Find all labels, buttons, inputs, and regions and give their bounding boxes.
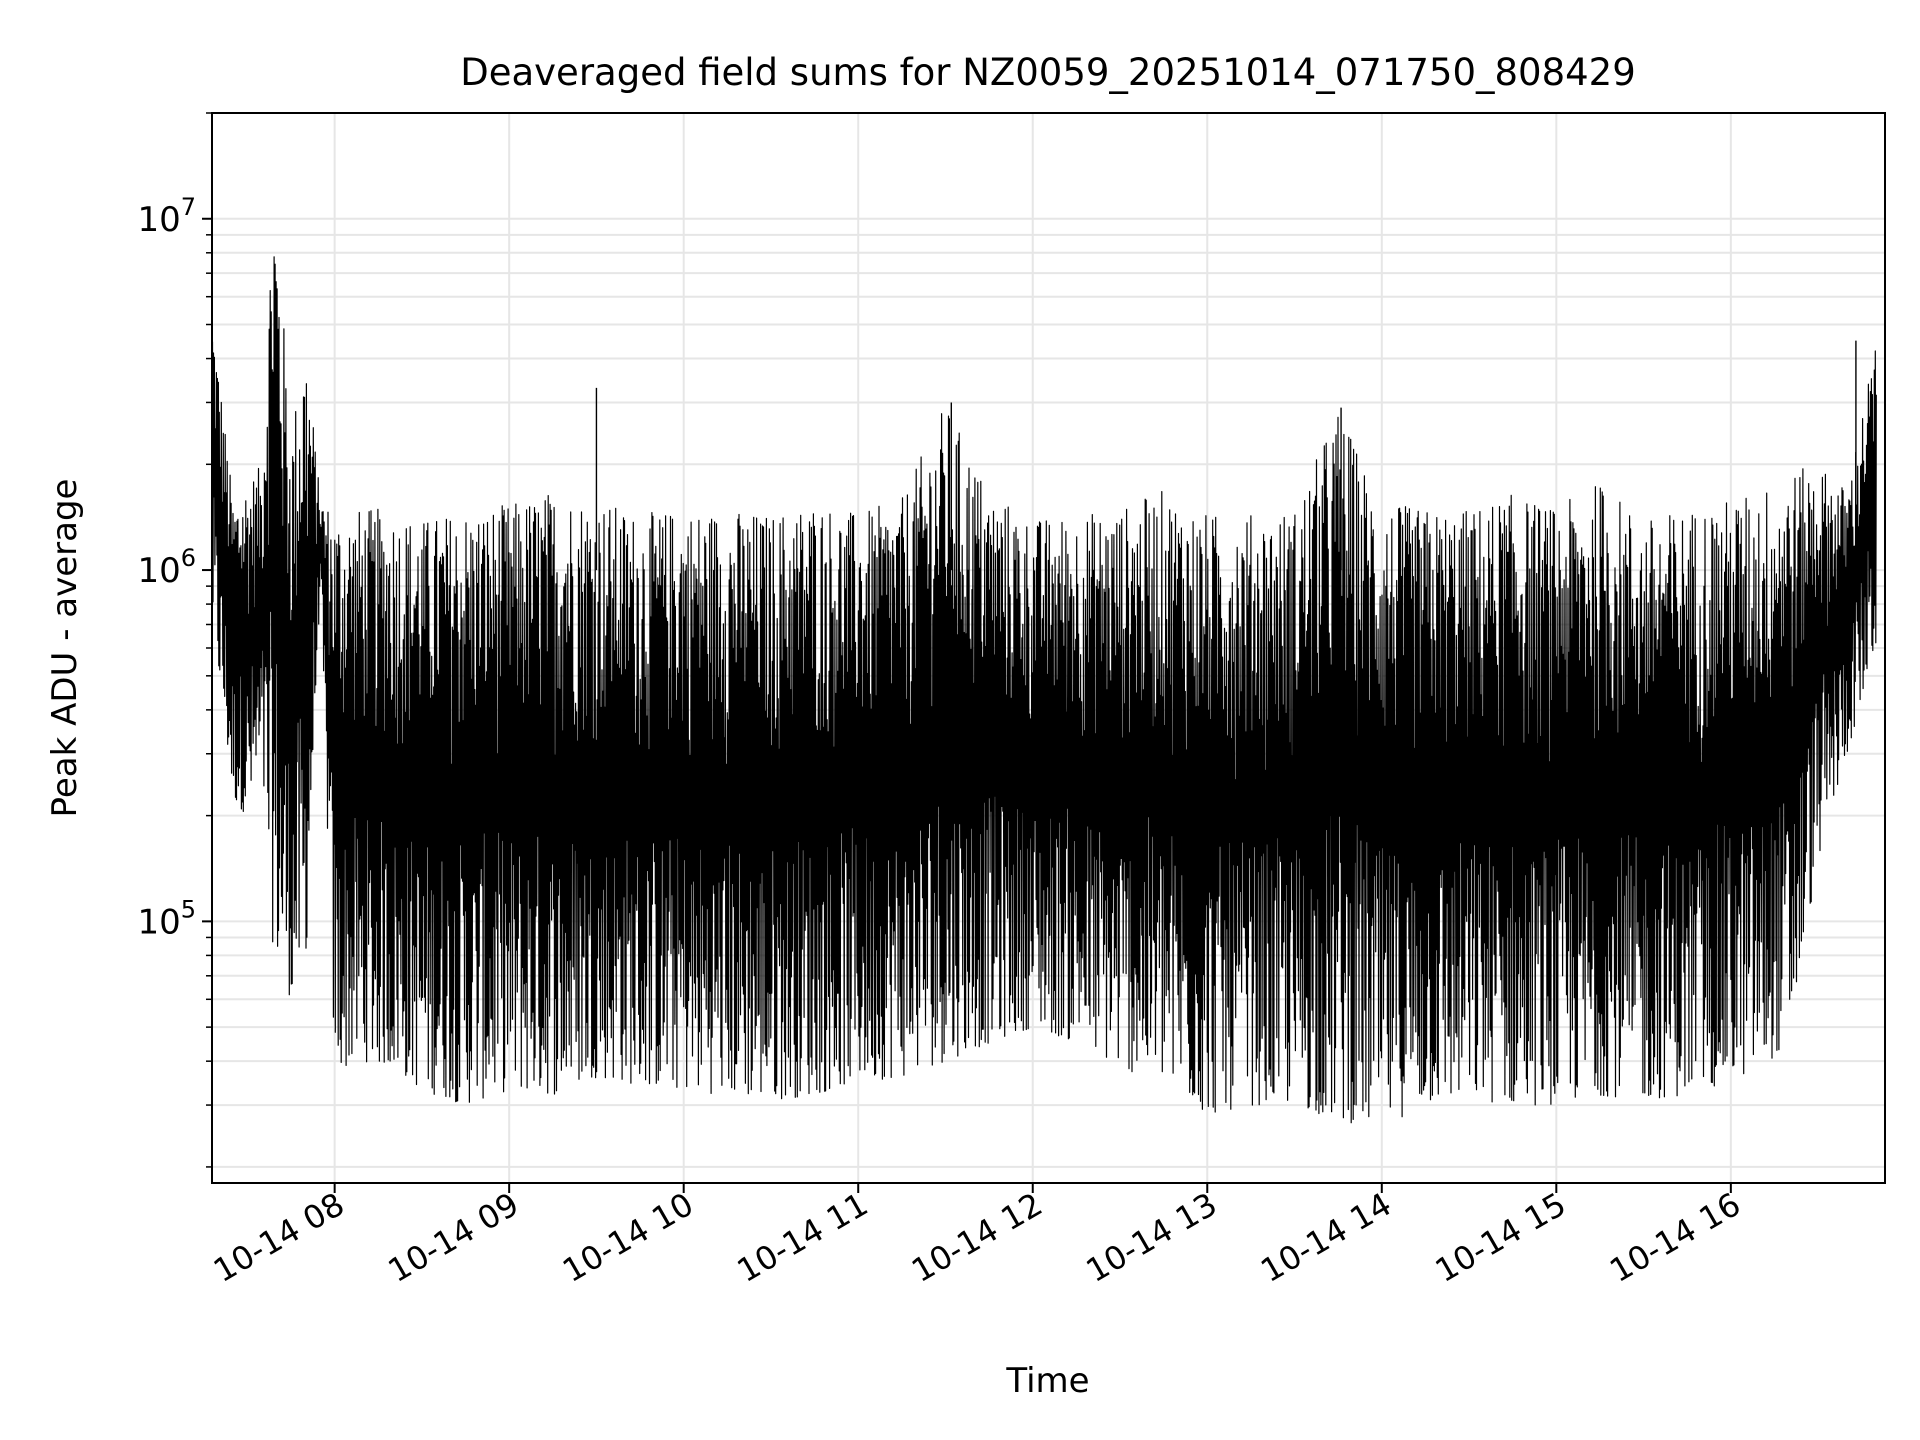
y-tick-label: 105 [137, 895, 196, 942]
y-axis-label: Peak ADU - average [45, 479, 85, 818]
chart-title: Deaveraged field sums for NZ0059_2025101… [460, 51, 1636, 94]
data-line [211, 256, 1877, 1124]
x-axis-label: Time [1005, 1361, 1089, 1401]
data-series [211, 256, 1877, 1124]
